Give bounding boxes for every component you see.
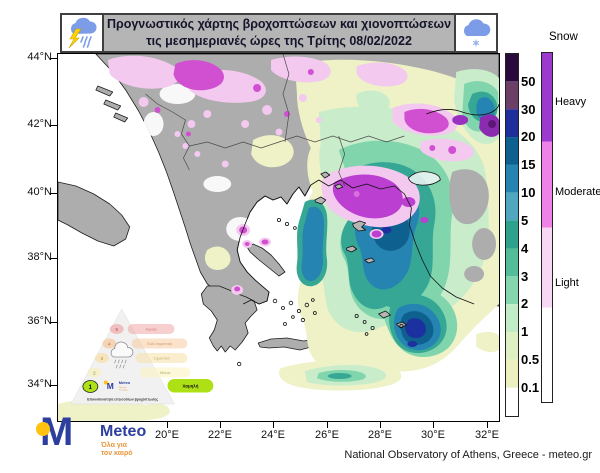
lat-label-36n: 36°N: [27, 315, 52, 327]
mini-logo-name: Meteo: [119, 380, 131, 385]
lon-tick: [220, 421, 221, 428]
meteo-logo-dot: [36, 422, 50, 436]
meteo-logo-tagline-2: τον καιρό: [101, 450, 133, 457]
meteo-logo-tagline-1: Όλα για: [101, 442, 127, 449]
meteo-logo-name: Meteo: [100, 423, 147, 440]
lon-label-24e: 24°E: [261, 429, 285, 441]
risk-label-5: Ακραία: [146, 327, 157, 331]
country-borders: [145, 54, 405, 187]
title-line-2: τις μεσημεριανές ώρες της Τρίτης 08/02/2…: [146, 34, 412, 48]
rain-scale-3: 3: [521, 269, 529, 284]
lon-label-26e: 26°E: [315, 429, 339, 441]
lat-label-42n: 42°N: [27, 118, 52, 130]
risk-label-3: Σημαντική: [153, 356, 169, 360]
svg-text:M: M: [107, 381, 114, 391]
lon-tick: [327, 421, 328, 428]
lon-tick: [380, 421, 381, 428]
rain-scale-30: 30: [521, 102, 536, 117]
forecast-map: 5 4 3 2 1 Ακραία Πολύ σημαντική Σημαντικ…: [57, 53, 500, 422]
snow-cloud-icon: [454, 15, 496, 51]
lat-label-34n: 34°N: [27, 378, 52, 390]
snow-label-light: Light: [555, 277, 579, 289]
coastline-layer: [236, 103, 499, 367]
lon-tick: [487, 421, 488, 428]
rain-scale-2: 2: [521, 296, 529, 311]
precipitation-colorbar: [505, 53, 519, 422]
lon-tick: [167, 421, 168, 428]
rain-scale-50: 50: [521, 74, 536, 89]
lon-label-32e: 32°E: [475, 429, 499, 441]
mini-meteo-logo: M Meteo Όλα για τον καιρό: [103, 380, 131, 392]
risk-label-2: Μέτρια: [160, 371, 171, 375]
rain-scale-5: 5: [521, 213, 529, 228]
lon-tick: [273, 421, 274, 428]
title-line-1: Προγνωστικός χάρτης βροχοπτώσεων και χιο…: [106, 17, 452, 32]
snow-scale-title: Snow: [549, 31, 578, 43]
risk-label-1: Χαμηλή: [182, 384, 198, 389]
risk-level-3: 3: [100, 356, 103, 362]
lat-label-44n: 44°N: [27, 51, 52, 63]
rain-scale-15: 15: [521, 157, 536, 172]
snow-label-heavy: Heavy: [555, 96, 587, 108]
page-title: Προγνωστικός χάρτης βροχοπτώσεων και χιο…: [104, 15, 454, 51]
rain-cloud-glyph: [110, 341, 134, 369]
rain-scale-20: 20: [521, 129, 536, 144]
attribution-text: National Observatory of Athens, Greece -…: [344, 449, 592, 461]
risk-pyramid-legend: 5 4 3 2 1 Ακραία Πολύ σημαντική Σημαντικ…: [70, 308, 214, 405]
risk-label-4: Πολύ σημαντική: [147, 342, 172, 346]
storm-cloud-icon: [62, 15, 104, 51]
lon-label-20e: 20°E: [155, 429, 179, 441]
lat-tick: [50, 193, 57, 194]
rain-scale-05: 0.5: [521, 352, 540, 367]
lon-label-30e: 30°E: [421, 429, 445, 441]
lat-tick: [50, 385, 57, 386]
lat-tick: [50, 125, 57, 126]
risk-level-5: 5: [115, 327, 118, 333]
risk-level-2: 2: [93, 370, 96, 376]
rain-scale-10: 10: [521, 185, 536, 200]
lat-tick: [50, 58, 57, 59]
meteo-logo: M Meteo Όλα για τον καιρό: [30, 410, 170, 468]
risk-legend-caption: Επικινδυνότητα επεισοδίων βροχόπτωσης: [87, 397, 158, 401]
snow-label-moderate: Moderate: [555, 186, 600, 198]
lat-tick: [50, 258, 57, 259]
rain-scale-4: 4: [521, 241, 529, 256]
lon-tick: [433, 421, 434, 428]
lon-label-22e: 22°E: [208, 429, 232, 441]
rain-scale-01: 0.1: [521, 380, 540, 395]
lat-label-40n: 40°N: [27, 186, 52, 198]
lon-label-28e: 28°E: [368, 429, 392, 441]
risk-level-4: 4: [108, 341, 111, 347]
risk-level-selected-badge: [82, 380, 99, 393]
svg-text:τον καιρό: τον καιρό: [119, 389, 129, 392]
rain-scale-1: 1: [521, 324, 529, 339]
lat-label-38n: 38°N: [27, 251, 52, 263]
snow-colorbar: [541, 52, 553, 408]
lat-tick: [50, 322, 57, 323]
title-bar: Προγνωστικός χάρτης βροχοπτώσεων και χιο…: [60, 13, 498, 53]
svg-text:Όλα για: Όλα για: [118, 387, 127, 389]
snow-layer: [107, 55, 499, 295]
risk-level-1: 1: [89, 384, 93, 391]
risk-pill-selected: [167, 379, 214, 393]
